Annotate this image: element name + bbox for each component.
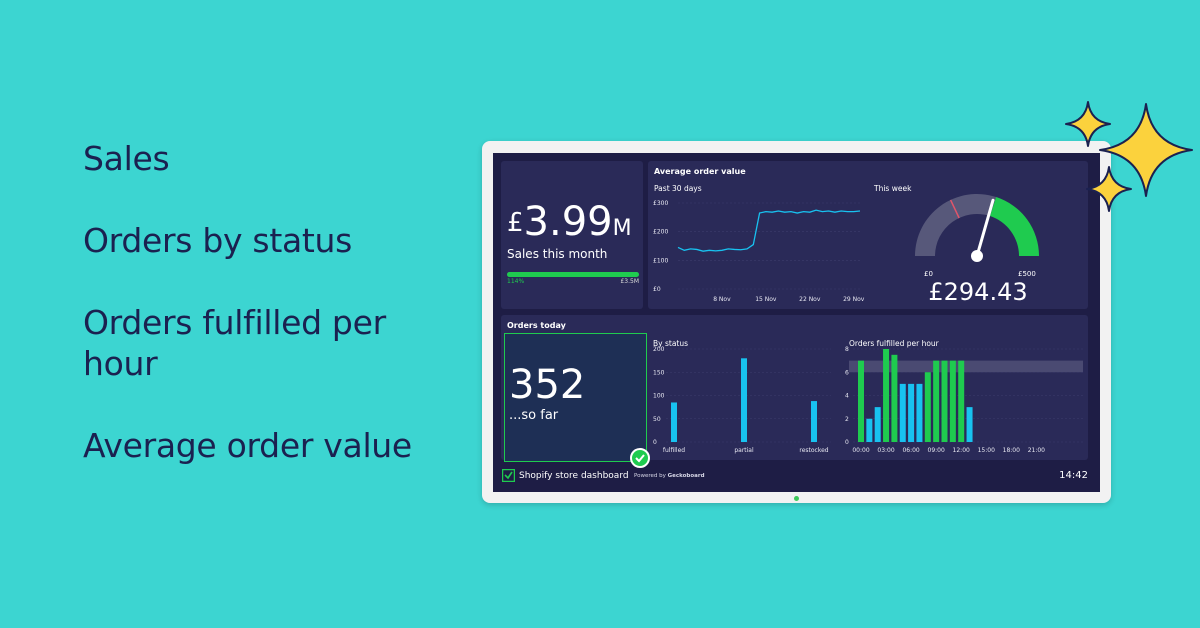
gauge-value: £294.43 (928, 278, 1028, 306)
gauge-max-label: £500 (1018, 270, 1036, 278)
line-y-tick: £200 (653, 229, 668, 236)
hourly-bar (883, 349, 890, 442)
hourly-y-tick: 8 (845, 346, 849, 353)
status-x-tick: fulfilled (663, 447, 685, 454)
status-bar (741, 358, 747, 442)
orders-caption: ...so far (509, 408, 559, 423)
line-y-tick: £100 (653, 257, 668, 264)
hourly-x-tick: 03:00 (877, 447, 894, 454)
hourly-x-tick: 21:00 (1028, 447, 1045, 454)
powered-by: Powered by Geckoboard (634, 473, 705, 479)
sparkle-icon (1065, 101, 1193, 212)
hourly-bar (891, 354, 898, 442)
hourly-bar (899, 383, 906, 442)
status-bar (811, 401, 817, 442)
aov-line-chart: £0 £100 £200 £300 8 Nov 15 Nov 22 Nov 29 Nov (653, 200, 865, 303)
line-x-tick: 29 Nov (843, 296, 865, 303)
sales-value: £3.99M (507, 199, 632, 245)
fulfilled-per-hour-title: Orders fulfilled per hour (849, 339, 939, 348)
feature-average-order-value: Average order value (83, 426, 412, 465)
hourly-bar (958, 360, 965, 442)
orders-count-box: 352 ...so far (504, 333, 647, 462)
hourly-bar (966, 407, 973, 442)
checkmark-icon (630, 448, 650, 468)
hourly-y-tick: 4 (845, 393, 849, 400)
orders-count: 352 (509, 362, 586, 408)
gauge-min-label: £0 (924, 270, 933, 278)
feature-orders-by-status: Orders by status (83, 221, 353, 260)
past-30-days-label: Past 30 days (654, 184, 702, 193)
status-bar-chart: 0 50 100 150 200 fulfilled partial restocked (653, 346, 831, 454)
line-x-tick: 15 Nov (755, 296, 777, 303)
status-x-tick: restocked (799, 447, 828, 454)
hourly-y-tick: 6 (845, 369, 849, 376)
feature-orders-fulfilled: Orders fulfilled per hour (83, 303, 386, 383)
dashboard-clock: 14:42 (1059, 470, 1088, 481)
gauge-track (915, 194, 997, 256)
hourly-bar (874, 407, 881, 442)
tv-power-led (794, 496, 799, 501)
hourly-bar (949, 360, 956, 442)
hourly-x-tick: 06:00 (902, 447, 919, 454)
hourly-x-tick: 18:00 (1003, 447, 1020, 454)
aov-series-line (677, 209, 861, 252)
aov-title: Average order value (654, 167, 746, 176)
gauge-needle (975, 198, 995, 258)
status-y-tick: 150 (653, 369, 665, 376)
sales-progress-fill (507, 272, 639, 277)
hourly-bar-chart: 0 2 4 6 8 00:00 03:00 06:00 09:00 12:00 15:00 18:00… (845, 346, 1083, 454)
sales-label: Sales this month (507, 247, 608, 261)
hourly-x-tick: 00:00 (852, 447, 869, 454)
this-week-label: This week (874, 184, 912, 193)
hourly-bar (924, 372, 931, 442)
line-x-tick: 8 Nov (713, 296, 731, 303)
gauge-green-zone (989, 197, 1039, 256)
geckoboard-logo-icon (502, 469, 515, 482)
tv-frame: £3.99M Sales this month 114% £3.5M Avera… (482, 141, 1111, 503)
by-status-title: By status (653, 339, 689, 348)
dashboard-screen: £3.99M Sales this month 114% £3.5M Avera… (493, 153, 1100, 492)
status-y-tick: 100 (653, 393, 665, 400)
orders-today-title: Orders today (507, 321, 566, 330)
sales-target: £3.5M (620, 278, 639, 285)
gauge-threshold-marker (949, 199, 960, 219)
status-y-tick: 0 (653, 439, 657, 446)
orders-today-panel: Orders today 352 ...so far By status Ord… (501, 315, 1088, 468)
hourly-y-tick: 2 (845, 416, 849, 423)
line-y-tick: £0 (653, 286, 661, 293)
aov-panel: Average order value Past 30 days This we… (648, 161, 1088, 309)
hourly-bar (941, 360, 948, 442)
dashboard-footer: Shopify store dashboard Powered by Gecko… (493, 462, 1100, 492)
status-bar (671, 402, 677, 442)
gauge-hub (971, 250, 983, 262)
hourly-bar (866, 418, 873, 442)
dashboard-name: Shopify store dashboard (519, 471, 629, 481)
hourly-y-tick: 0 (845, 439, 849, 446)
feature-sales: Sales (83, 139, 170, 178)
hourly-x-tick: 12:00 (953, 447, 970, 454)
sales-progress-percent: 114% (507, 278, 525, 285)
line-y-tick: £300 (653, 200, 668, 207)
hourly-x-tick: 15:00 (978, 447, 995, 454)
status-x-tick: partial (734, 447, 754, 454)
hourly-bar (933, 360, 940, 442)
hourly-bar (908, 383, 915, 442)
status-y-tick: 200 (653, 346, 665, 353)
hourly-highlight-band (849, 360, 1083, 373)
aov-gauge (915, 194, 1039, 262)
hourly-bar (858, 360, 864, 442)
hourly-x-tick: 09:00 (928, 447, 945, 454)
sales-progress-track (507, 272, 639, 277)
line-x-tick: 22 Nov (799, 296, 821, 303)
hourly-bar (916, 383, 923, 442)
status-y-tick: 50 (653, 416, 661, 423)
sales-panel: £3.99M Sales this month 114% £3.5M (501, 161, 643, 309)
